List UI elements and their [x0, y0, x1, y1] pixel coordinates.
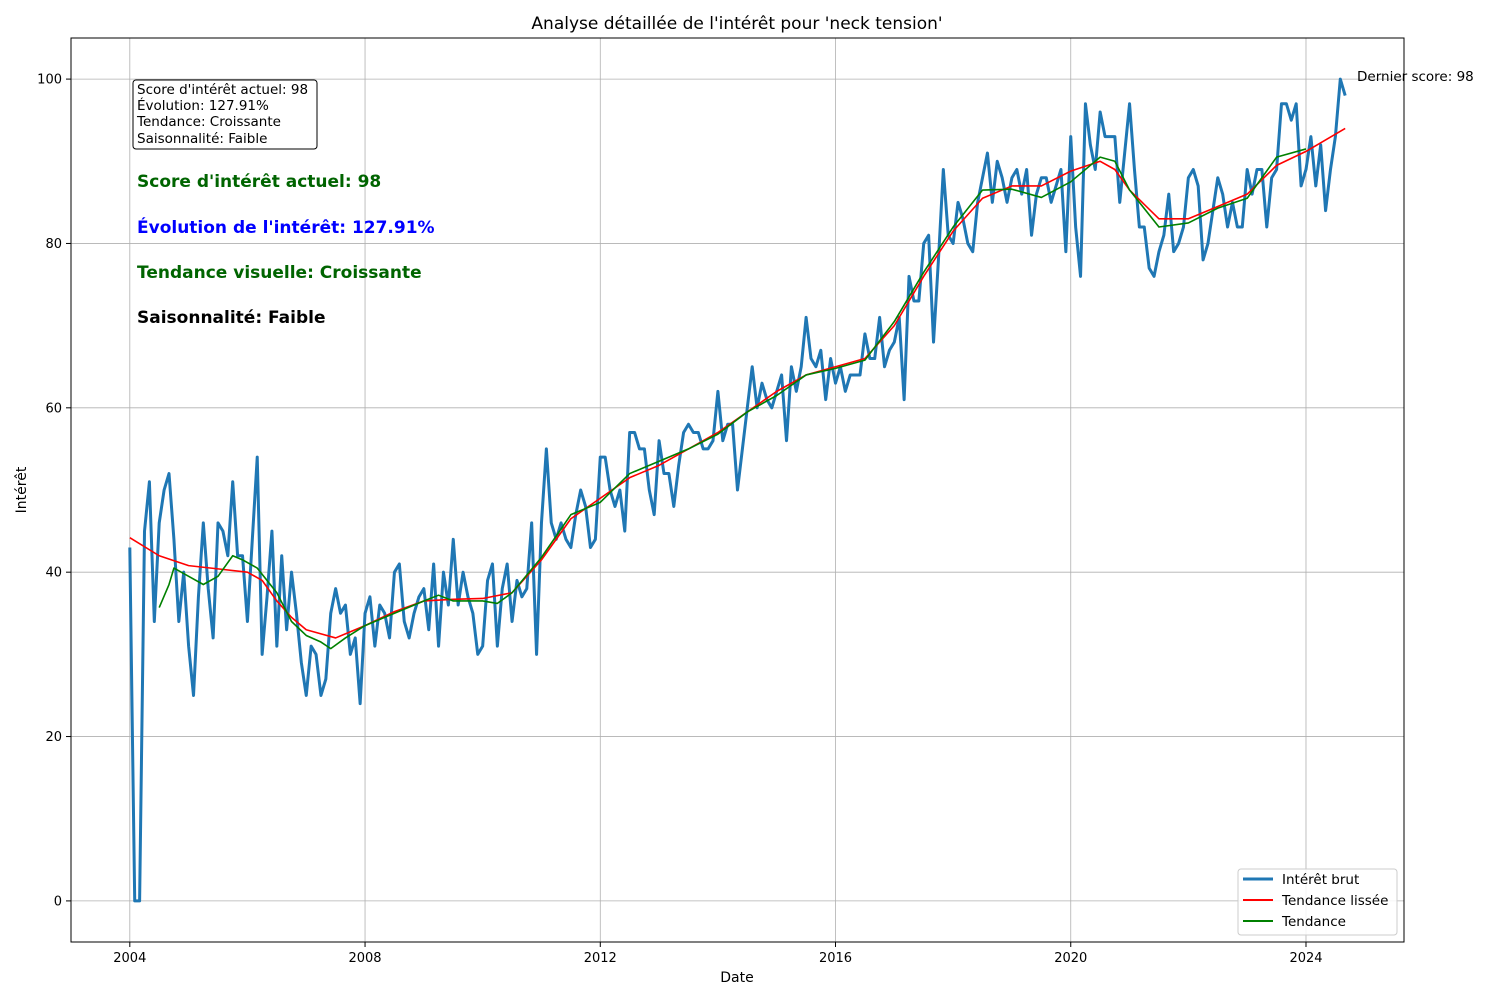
chart-title: Analyse détaillée de l'intérêt pour 'nec… — [531, 14, 942, 34]
big-trend-text: Tendance visuelle: Croissante — [137, 263, 422, 283]
axis-ticks: 2004 2008 2012 2016 2020 2024 0 20 40 60 80 100 — [37, 73, 1322, 966]
x-tick-label: 2008 — [348, 951, 381, 966]
x-tick-label: 2024 — [1289, 951, 1322, 966]
series-trend-line — [158, 148, 1307, 650]
series-raw-interest-line — [128, 77, 1347, 903]
x-tick-label: 2012 — [584, 951, 617, 966]
grid-lines — [71, 38, 1404, 942]
series-smoothed-trend-line — [129, 127, 1346, 639]
y-tick-label: 80 — [45, 237, 62, 252]
info-line-score: Score d'intérêt actuel: 98 — [137, 82, 308, 98]
y-tick-label: 20 — [45, 730, 62, 745]
legend-frame — [1237, 868, 1398, 936]
legend-label-trend: Tendance — [1281, 914, 1346, 930]
y-tick-label: 0 — [54, 894, 62, 909]
y-tick-label: 40 — [45, 566, 62, 581]
plot-frame — [70, 37, 1405, 943]
big-seasonality-text: Saisonnalité: Faible — [137, 308, 326, 328]
info-box-frame — [132, 79, 318, 150]
x-tick-label: 2020 — [1054, 951, 1087, 966]
legend-label-smoothed: Tendance lissée — [1281, 893, 1388, 909]
big-evolution-text: Évolution de l'intérêt: 127.91% — [137, 216, 435, 238]
info-box: Score d'intérêt actuel: 98 Évolution: 12… — [132, 79, 318, 150]
y-tick-label: 100 — [37, 73, 62, 88]
x-tick-label: 2016 — [819, 951, 852, 966]
info-line-evolution: Évolution: 127.91% — [137, 97, 269, 114]
legend-label-raw: Intérêt brut — [1282, 872, 1359, 888]
legend: Intérêt brut Tendance lissée Tendance — [1237, 868, 1398, 936]
info-line-seasonality: Saisonnalité: Faible — [137, 131, 267, 147]
y-axis-title: Intérêt — [14, 466, 30, 513]
series-layer — [128, 77, 1347, 903]
info-line-trend: Tendance: Croissante — [136, 114, 281, 130]
big-score-text: Score d'intérêt actuel: 98 — [137, 172, 381, 192]
y-tick-label: 60 — [45, 401, 62, 416]
x-axis-title: Date — [720, 970, 753, 986]
last-score-label: Dernier score: 98 — [1357, 69, 1474, 85]
x-tick-label: 2004 — [113, 951, 146, 966]
